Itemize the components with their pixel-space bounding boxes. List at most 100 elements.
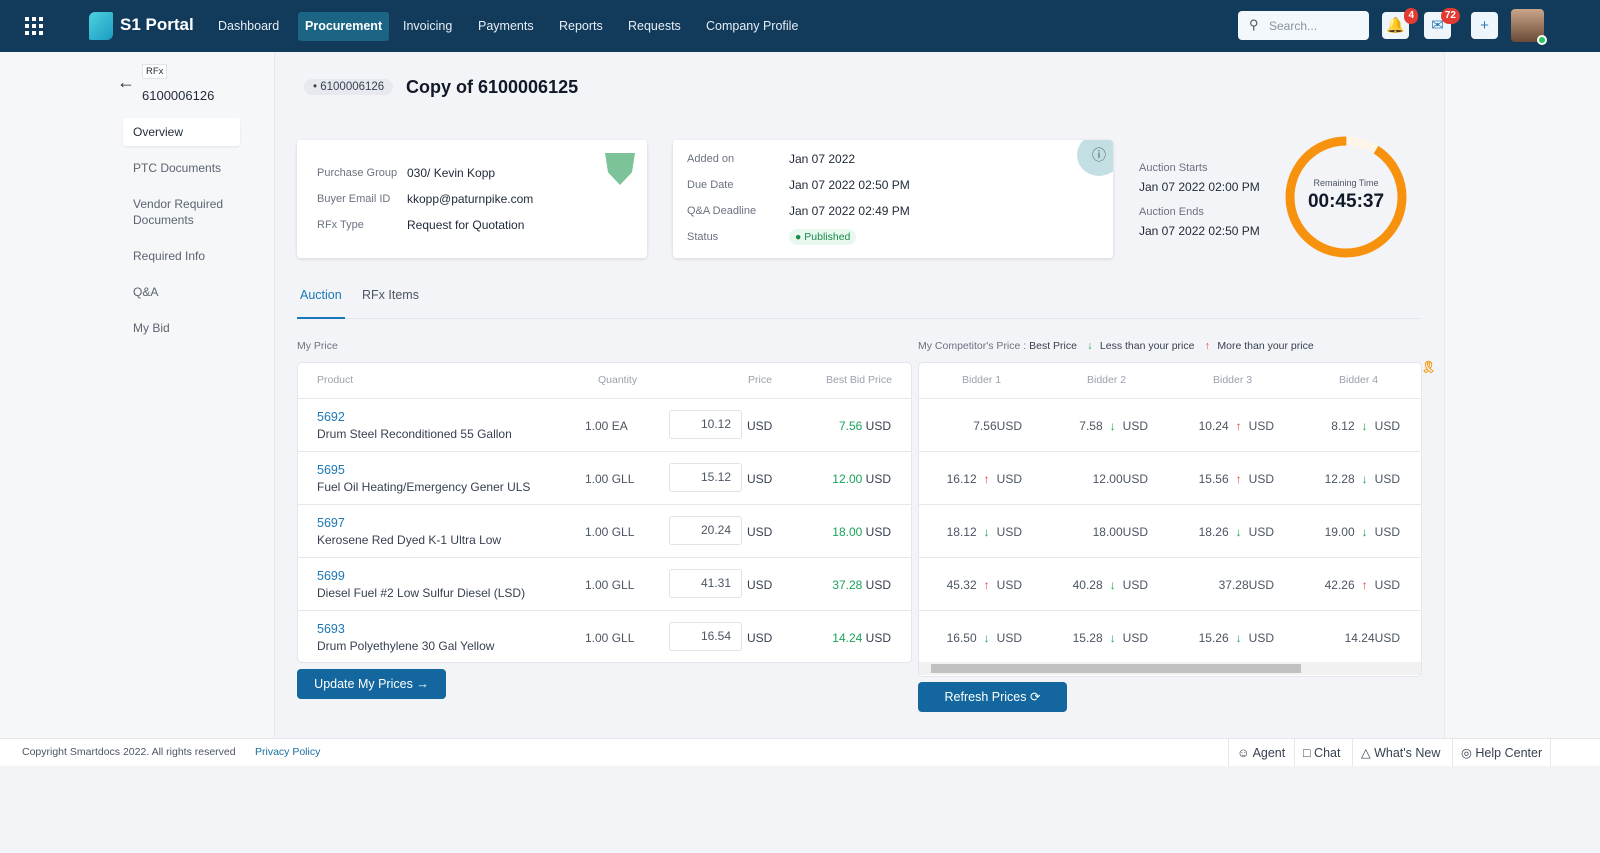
update-my-prices-button[interactable]: Update My Prices → bbox=[297, 669, 446, 699]
currency: USD bbox=[1122, 419, 1148, 433]
product-code-link[interactable]: 5695 bbox=[317, 463, 345, 477]
bid-value: 18.00 bbox=[1092, 525, 1123, 539]
sidebar-item-overview[interactable]: Overview bbox=[123, 118, 240, 146]
mail-icon: ✉ bbox=[1431, 17, 1444, 34]
whats-new-button[interactable]: △ What's New bbox=[1352, 739, 1448, 767]
bidder-price: 7.56🎗USD bbox=[919, 419, 1044, 433]
bidder-price: 12.28 ↓ USD bbox=[1297, 472, 1421, 486]
rfx-type-label: RFx Type bbox=[317, 219, 364, 231]
buyer-email-label: Buyer Email ID bbox=[317, 193, 391, 205]
arrow-up-icon: ↑ bbox=[1204, 340, 1211, 352]
messages-button[interactable]: ✉ 72 bbox=[1424, 8, 1460, 39]
nav-invoicing[interactable]: Invoicing bbox=[403, 19, 453, 33]
messages-badge: 72 bbox=[1440, 8, 1460, 24]
sidebar-item-qa[interactable]: Q&A bbox=[133, 285, 159, 299]
quantity: 1.00 GLL bbox=[585, 525, 635, 539]
sidebar: ← RFx 6100006126 Overview PTC Documents … bbox=[0, 52, 275, 738]
currency: USD bbox=[747, 525, 773, 539]
search-icon: ⚲ bbox=[1249, 17, 1259, 32]
bidder-price: 12.00🎗USD bbox=[1045, 472, 1170, 486]
horizontal-scrollbar[interactable] bbox=[919, 662, 1421, 675]
notifications-button[interactable]: 🔔 4 bbox=[1382, 8, 1418, 39]
nav-requests[interactable]: Requests bbox=[628, 19, 681, 33]
bid-value: 19.00 bbox=[1324, 525, 1355, 539]
purchase-group-label: Purchase Group bbox=[317, 167, 398, 179]
price-input[interactable]: 20.24 bbox=[669, 516, 742, 545]
tab-auction[interactable]: Auction bbox=[297, 288, 345, 319]
help-center-button[interactable]: ◎ Help Center bbox=[1452, 739, 1552, 767]
best-bid-value: 18.00 bbox=[832, 525, 863, 539]
table-row: 5693 Drum Polyethylene 30 Gal Yellow 1.0… bbox=[298, 610, 911, 662]
due-date-label: Due Date bbox=[687, 179, 734, 191]
refresh-prices-button[interactable]: Refresh Prices ⟳ bbox=[918, 682, 1067, 712]
currency: USD bbox=[1374, 578, 1400, 592]
scrollbar-thumb[interactable] bbox=[931, 664, 1301, 673]
price-input[interactable]: 15.12 bbox=[669, 463, 742, 492]
sidebar-item-my-bid[interactable]: My Bid bbox=[133, 321, 170, 335]
arrow-down-icon: ↓ bbox=[1109, 631, 1116, 645]
bid-value: 42.26 bbox=[1324, 578, 1355, 592]
best-bid-value: 12.00 bbox=[832, 472, 863, 486]
bell-icon: 🔔 bbox=[1386, 17, 1405, 34]
nav-payments[interactable]: Payments bbox=[478, 19, 534, 33]
apps-grid-icon[interactable] bbox=[25, 17, 43, 35]
back-arrow-icon[interactable]: ← bbox=[117, 72, 135, 92]
bid-value: 7.56 bbox=[973, 419, 997, 433]
rfx-id-badge: • 6100006126 bbox=[304, 79, 394, 95]
bid-value: 10.24 bbox=[1198, 419, 1229, 433]
brand-name[interactable]: S1 Portal bbox=[120, 15, 194, 34]
price-input[interactable]: 41.31 bbox=[669, 569, 742, 598]
bidder-price: 42.26 ↑ USD bbox=[1297, 578, 1421, 592]
avatar[interactable] bbox=[1511, 9, 1547, 45]
product-code-link[interactable]: 5699 bbox=[317, 569, 345, 583]
agent-icon: ☺ bbox=[1237, 746, 1250, 760]
quantity: 1.00 GLL bbox=[585, 578, 635, 592]
price-input[interactable]: 10.12 bbox=[669, 410, 742, 439]
currency: USD bbox=[1248, 525, 1274, 539]
refresh-label: Refresh Prices bbox=[944, 690, 1027, 704]
bid-value: 15.28 bbox=[1072, 631, 1103, 645]
nav-company-profile[interactable]: Company Profile bbox=[706, 19, 799, 33]
bidder-price: 10.24 ↑ USD bbox=[1171, 419, 1296, 433]
currency: USD bbox=[996, 419, 1022, 433]
my-price-title: My Price bbox=[297, 340, 338, 352]
product-name: Kerosene Red Dyed K-1 Ultra Low bbox=[317, 533, 502, 547]
best-bid-price: 7.56 USD bbox=[798, 419, 891, 433]
product-code-link[interactable]: 5692 bbox=[317, 410, 345, 424]
quantity: 1.00 EA bbox=[585, 419, 628, 433]
update-label: Update My Prices bbox=[314, 677, 413, 691]
arrow-down-icon: ↓ bbox=[1361, 419, 1368, 433]
col-quantity: Quantity bbox=[598, 374, 638, 386]
arrow-up-icon: ↑ bbox=[983, 578, 990, 592]
privacy-policy-link[interactable]: Privacy Policy bbox=[255, 746, 321, 758]
sidebar-item-required-info[interactable]: Required Info bbox=[133, 249, 206, 263]
currency: USD bbox=[747, 578, 773, 592]
info-icon[interactable]: ⓘ bbox=[1077, 140, 1113, 176]
page-title: Copy of 6100006125 bbox=[406, 77, 579, 97]
bidder-price: 7.58 ↓ USD bbox=[1045, 419, 1170, 433]
price-input[interactable]: 16.54 bbox=[669, 622, 742, 651]
competitor-table: Bidder 1 Bidder 2 Bidder 3 Bidder 4 7.56… bbox=[918, 362, 1422, 677]
bidder-price: 40.28 ↓ USD bbox=[1045, 578, 1170, 592]
col-bidder-2: Bidder 2 bbox=[1087, 374, 1127, 386]
nav-dashboard[interactable]: Dashboard bbox=[218, 19, 280, 33]
sidebar-item-vendor-required-documents[interactable]: Vendor Required Documents bbox=[133, 197, 224, 227]
add-button[interactable]: + bbox=[1471, 12, 1498, 39]
quantity: 1.00 GLL bbox=[585, 472, 635, 486]
product-code-link[interactable]: 5697 bbox=[317, 516, 345, 530]
chat-button[interactable]: □ Chat bbox=[1294, 739, 1348, 767]
arrow-up-icon: ↑ bbox=[1235, 472, 1242, 486]
search-input[interactable]: ⚲ Search... bbox=[1238, 11, 1369, 40]
qa-deadline-value: Jan 07 2022 02:49 PM bbox=[789, 204, 910, 218]
nav-procurement[interactable]: Procurement bbox=[298, 12, 390, 41]
agent-button[interactable]: ☺ Agent bbox=[1228, 739, 1293, 767]
refresh-icon: ⟳ bbox=[1029, 690, 1041, 704]
tabs-divider bbox=[297, 318, 1421, 319]
product-code-link[interactable]: 5693 bbox=[317, 622, 345, 636]
currency: USD bbox=[1248, 419, 1274, 433]
tab-rfx-items[interactable]: RFx Items bbox=[362, 288, 419, 302]
bidder-price: 45.32 ↑ USD bbox=[919, 578, 1044, 592]
sidebar-item-ptc-documents[interactable]: PTC Documents bbox=[133, 161, 222, 175]
nav-reports[interactable]: Reports bbox=[559, 19, 603, 33]
help-icon: ◎ bbox=[1461, 746, 1472, 760]
